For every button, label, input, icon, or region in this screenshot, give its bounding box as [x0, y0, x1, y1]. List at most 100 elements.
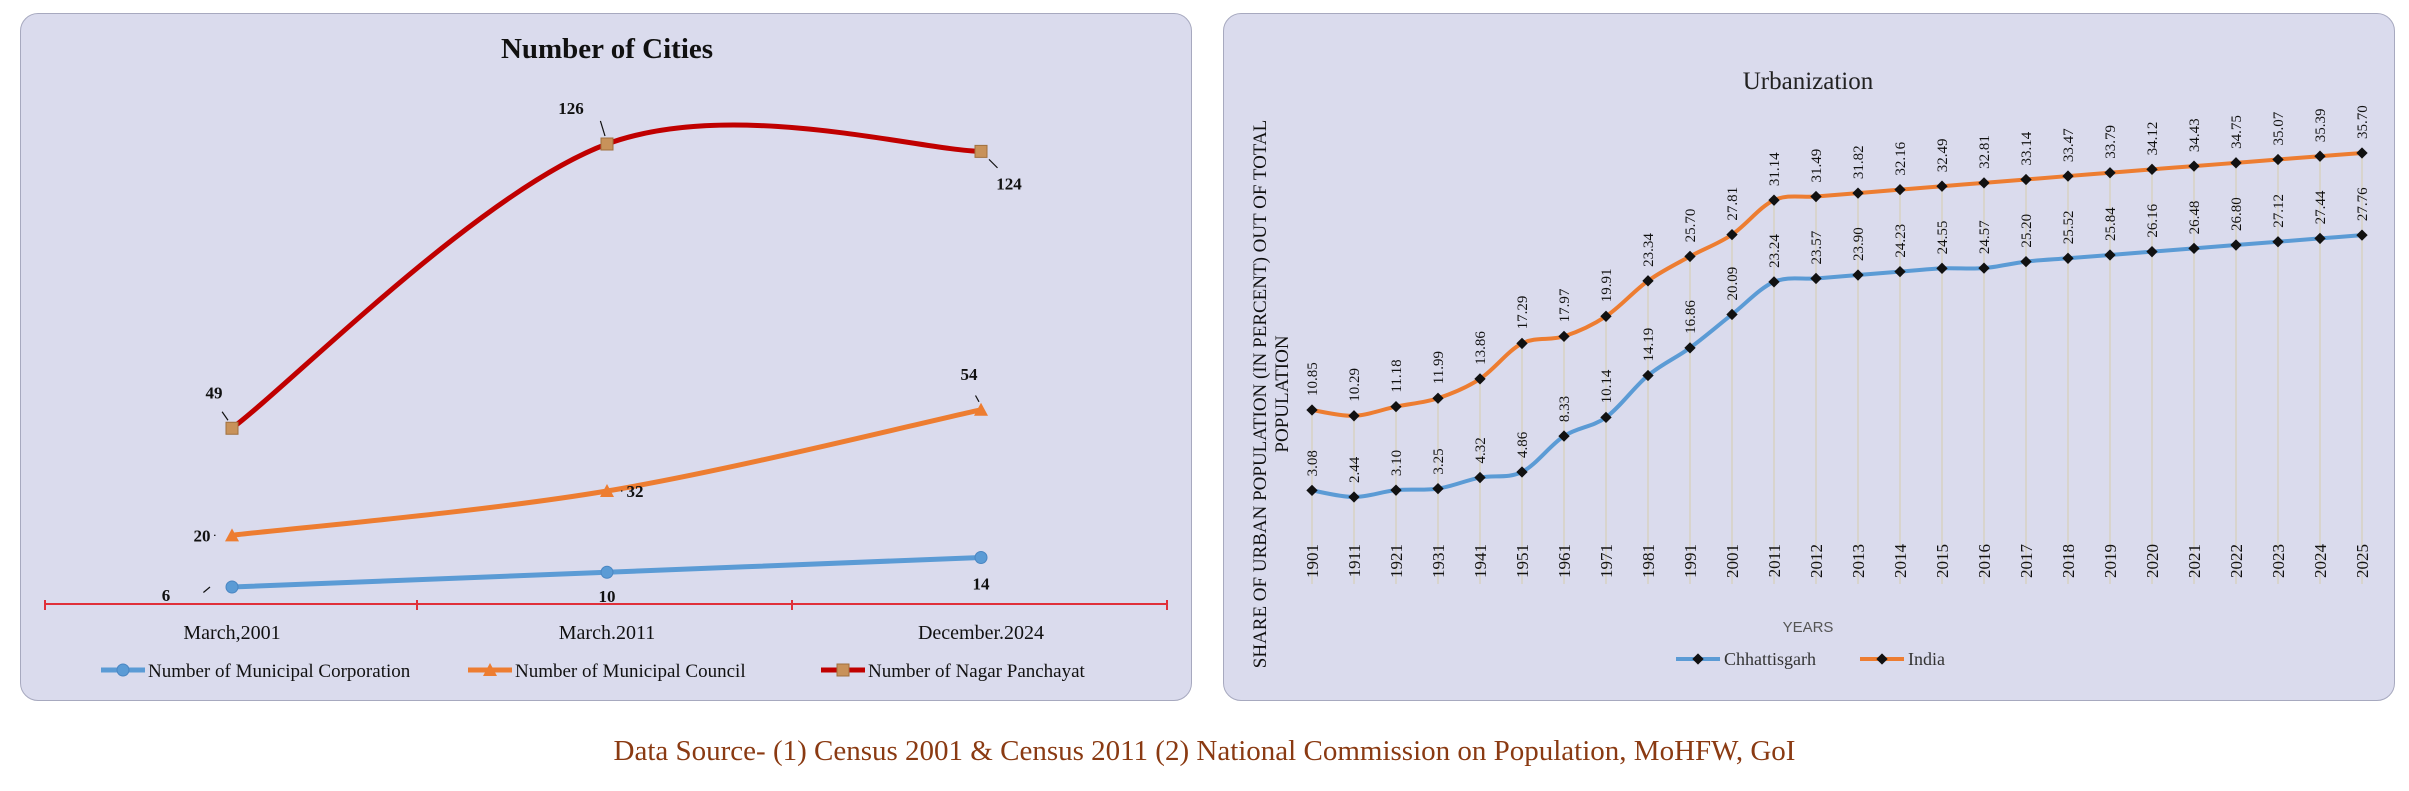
x-tick-label: 1931 [1429, 544, 1448, 578]
urbanization-chart-panel: Urbanization SHARE OF URBAN POPULATION (… [1223, 13, 2395, 701]
data-label: 32 [627, 482, 644, 501]
data-point-marker [225, 580, 239, 594]
data-label: 2.44 [1347, 456, 1363, 483]
x-tick-label: 1901 [1303, 544, 1322, 578]
cities-line-chart: Number of Cities 6 10 14 20 32 54 49 126 124 Marc… [44, 33, 1168, 682]
data-point-marker [2230, 239, 2242, 251]
data-point-marker [225, 421, 239, 435]
legend-item-label: Number of Nagar Panchayat [868, 661, 1086, 682]
x-tick-label: 1941 [1471, 544, 1490, 578]
data-label: 13.86 [1473, 331, 1489, 365]
data-point-marker [2314, 232, 2326, 245]
data-label: 11.18 [1389, 359, 1405, 392]
data-label: 31.49 [1809, 149, 1825, 183]
data-label: 24.57 [1977, 220, 1993, 254]
data-point-marker [600, 565, 614, 579]
legend-swatch-marker [116, 663, 130, 677]
data-label: 35.07 [2271, 111, 2287, 145]
data-point-marker [1642, 369, 1654, 382]
data-point-marker [600, 484, 614, 498]
x-tick-label: 1961 [1555, 544, 1574, 578]
x-tick-label: 2014 [1891, 544, 1910, 579]
data-point-marker [2104, 167, 2116, 179]
data-point-marker [600, 137, 614, 151]
data-label: 24.23 [1893, 224, 1909, 258]
data-point-marker [1978, 177, 1990, 189]
data-point-marker [2272, 236, 2284, 248]
y-axis-label-line1: SHARE OF URBAN POPULATION (IN PERCENT) O… [1250, 120, 1271, 668]
data-label: 23.24 [1767, 234, 1783, 268]
data-point-marker [1852, 269, 1864, 281]
legend-item-label: Number of Municipal Council [515, 661, 746, 682]
data-label: 10.14 [1599, 369, 1615, 403]
x-tick-label: 2025 [2353, 544, 2372, 578]
data-label: 35.39 [2313, 108, 2329, 142]
data-point-marker [2356, 147, 2368, 159]
x-tick-label: December.2024 [918, 622, 1044, 644]
data-point-marker [1768, 194, 1780, 206]
data-point-marker [1348, 410, 1360, 422]
data-label: 31.14 [1767, 152, 1783, 186]
series-line-2 [229, 122, 984, 431]
x-tick-label: 2024 [2311, 544, 2330, 579]
x-tick-label: 1981 [1639, 544, 1658, 578]
x-tick-label: 2020 [2143, 544, 2162, 578]
data-point-marker [1978, 262, 1990, 274]
data-label: 33.79 [2103, 125, 2119, 159]
x-tick-label: 1911 [1345, 544, 1364, 577]
data-label: 14.19 [1641, 328, 1657, 362]
data-point-marker [1306, 484, 1318, 497]
data-label: 31.82 [1851, 145, 1867, 179]
x-tick-label: 2017 [2017, 544, 2036, 579]
data-point-marker [2146, 163, 2158, 175]
legend-swatch-marker [1692, 653, 1704, 665]
data-label: 19.91 [1599, 269, 1615, 303]
x-tick-label: 2015 [1933, 544, 1952, 578]
data-label: 25.52 [2061, 211, 2077, 245]
data-point-marker [2020, 255, 2032, 268]
data-point-marker [2188, 160, 2200, 172]
data-label: 25.20 [2019, 214, 2035, 248]
x-tick-label: March,2001 [183, 622, 280, 644]
data-label: 49 [206, 383, 223, 402]
data-point-marker [1600, 310, 1612, 322]
x-tick-label: 2013 [1849, 544, 1868, 578]
legend-swatch-marker [836, 663, 850, 677]
data-label: 3.25 [1431, 448, 1447, 474]
data-label: 124 [996, 174, 1022, 193]
data-label: 10.85 [1305, 362, 1321, 396]
data-point-marker [1936, 180, 1948, 192]
data-label: 10 [599, 587, 616, 606]
data-label-leader [203, 586, 211, 593]
data-label: 34.75 [2229, 115, 2245, 149]
data-point-marker [1726, 308, 1738, 321]
data-label: 23.90 [1851, 227, 1867, 261]
data-point-marker [1726, 228, 1738, 241]
data-point-marker [1558, 430, 1570, 442]
chart-title: Number of Cities [501, 33, 713, 65]
x-tick-label: 2011 [1765, 544, 1784, 577]
data-label: 17.97 [1557, 288, 1573, 322]
data-label: 26.16 [2145, 203, 2161, 237]
data-point-marker [2020, 173, 2032, 186]
x-tick-label: 2001 [1723, 544, 1742, 578]
data-point-marker [2188, 242, 2200, 255]
data-label: 3.10 [1389, 450, 1405, 476]
urbanization-line-chart: Urbanization SHARE OF URBAN POPULATION (… [1250, 68, 2372, 669]
data-point-marker [1600, 411, 1612, 424]
data-label-leader [988, 158, 998, 169]
x-tick-label: 2023 [2269, 544, 2288, 578]
data-label: 33.47 [2061, 128, 2077, 162]
data-point-marker [1390, 400, 1402, 413]
data-point-marker [2062, 252, 2074, 264]
data-label: 10.29 [1347, 368, 1363, 402]
x-tick-label: 2021 [2185, 544, 2204, 578]
data-label: 20 [194, 526, 211, 545]
data-label-leader [974, 395, 980, 403]
data-label: 4.32 [1473, 437, 1489, 463]
data-label: 16.86 [1683, 300, 1699, 334]
data-point-marker [1642, 275, 1654, 287]
data-point-marker [1474, 471, 1486, 484]
data-point-marker [1516, 466, 1528, 478]
data-label: 3.08 [1305, 450, 1321, 476]
